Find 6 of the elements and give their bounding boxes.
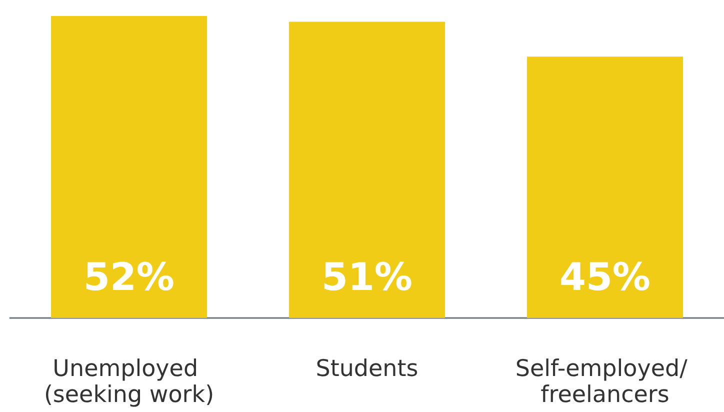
x-tick-label: Students [316, 356, 418, 382]
data-label: 51% [322, 255, 412, 299]
data-label: 52% [84, 255, 174, 299]
data-label: 45% [560, 255, 650, 299]
x-tick-label: Unemployed (seeking work) [44, 356, 214, 408]
x-tick-label: Self-employed/ freelancers [515, 356, 695, 408]
